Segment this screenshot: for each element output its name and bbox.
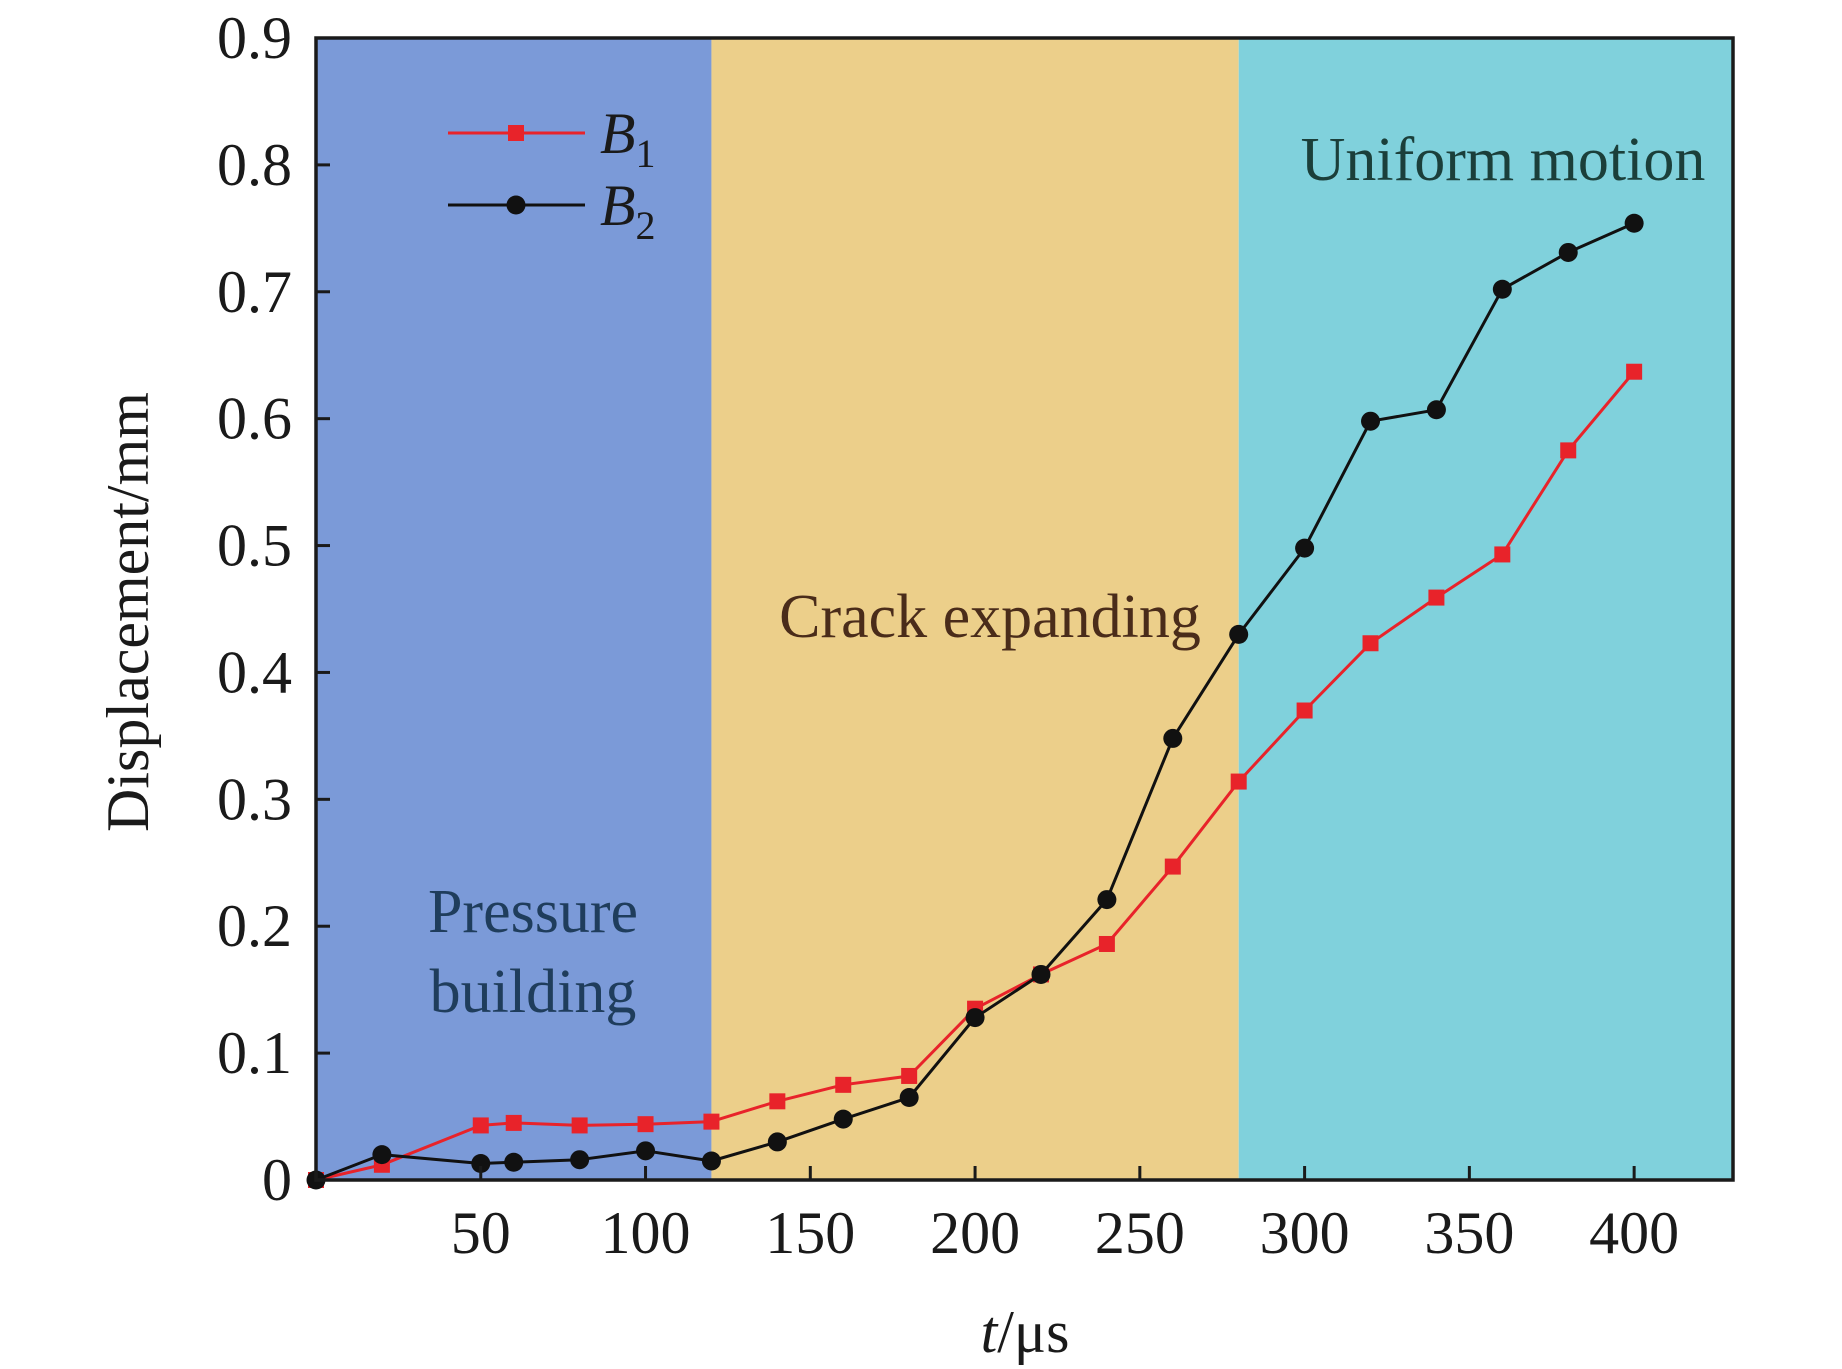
region-label-line: Pressure: [428, 878, 638, 946]
data-point-B1: [1164, 858, 1181, 875]
data-point-B2: [1229, 624, 1249, 644]
data-point-B1: [571, 1117, 588, 1134]
data-point-B2: [1163, 728, 1183, 748]
data-point-B2: [1624, 213, 1644, 233]
region-band-3: [1238, 38, 1733, 1180]
region-label-1: Pressure building: [428, 878, 638, 1026]
y-tick-label: 0.9: [217, 5, 292, 71]
data-point-B2: [471, 1154, 491, 1174]
data-point-B1: [769, 1093, 786, 1110]
data-point-B1: [835, 1076, 852, 1093]
legend-label-main: B: [600, 101, 635, 166]
y-tick-label: 0.7: [217, 259, 292, 325]
region-label-line: Crack expanding: [779, 583, 1201, 651]
data-point-B2: [372, 1145, 392, 1165]
data-point-B2: [636, 1141, 656, 1161]
x-axis-label-unit: /μs: [997, 1299, 1069, 1365]
data-point-B1: [1230, 773, 1247, 790]
data-point-B2: [1426, 400, 1446, 420]
x-tick-label: 400: [1589, 1200, 1679, 1266]
data-point-B2: [965, 1008, 985, 1028]
plot-frame: [314, 36, 1735, 1182]
region-label-line: building: [430, 958, 637, 1026]
region-labels-layer: Pressure building Crack expanding Uniform m…: [428, 126, 1705, 1026]
legend-marker: [508, 125, 524, 141]
x-tick-label: 350: [1424, 1200, 1514, 1266]
region-label-2: Crack expanding: [779, 583, 1201, 651]
legend-label-main: B: [600, 173, 635, 238]
data-point-B1: [703, 1113, 720, 1130]
data-point-B1: [1626, 363, 1643, 380]
region-label-line: Uniform motion: [1301, 126, 1706, 194]
data-point-B1: [1428, 589, 1445, 606]
legend-label: B1: [600, 101, 655, 176]
data-point-B2: [1097, 890, 1117, 910]
data-point-B1: [505, 1114, 522, 1131]
y-tick-label: 0.2: [217, 893, 292, 959]
x-axis-label-variable: t: [981, 1299, 999, 1365]
y-tick-label: 0.4: [217, 639, 292, 705]
x-tick-label: 150: [765, 1200, 855, 1266]
region-label-3: Uniform motion: [1301, 126, 1706, 194]
data-point-B1: [472, 1117, 489, 1134]
data-point-B2: [899, 1088, 919, 1108]
x-tick-label: 200: [930, 1200, 1020, 1266]
data-point-B2: [1558, 242, 1578, 262]
data-point-B2: [570, 1150, 590, 1170]
ticks-layer: 50 100 150 200 250 300 350 400 0 0.1 0.2 0.3 0.4 0.5 0…: [217, 5, 1679, 1266]
data-point-B1: [1296, 702, 1313, 719]
series-B2: [306, 213, 1644, 1190]
y-tick-label: 0.1: [217, 1020, 292, 1086]
legend-item-B2: B2: [448, 173, 655, 248]
data-point-B2: [1295, 538, 1315, 558]
legend-marker: [506, 195, 526, 215]
data-point-B2: [767, 1132, 787, 1152]
data-point-B1: [637, 1116, 654, 1133]
region-band-2: [711, 38, 1239, 1180]
data-point-B2: [1361, 411, 1381, 431]
data-point-B2: [504, 1152, 524, 1172]
y-tick-label: 0: [262, 1147, 292, 1213]
data-point-B2: [1492, 279, 1512, 299]
legend-label-subscript: 2: [635, 203, 655, 248]
data-point-B1: [1560, 442, 1577, 459]
y-tick-label: 0.3: [217, 766, 292, 832]
legend-label: B2: [600, 173, 655, 248]
region-band-1: [316, 38, 712, 1180]
x-tick-label: 50: [451, 1200, 511, 1266]
data-point-B2: [1031, 964, 1051, 984]
data-point-B2: [833, 1109, 853, 1129]
legend-item-B1: B1: [448, 101, 655, 176]
data-point-B1: [1098, 935, 1115, 952]
series-layer: [306, 213, 1644, 1190]
data-point-B2: [701, 1151, 721, 1171]
regions-layer: [316, 38, 1733, 1180]
data-point-B1: [1494, 546, 1511, 563]
y-axis-label: Displacement/mm: [95, 392, 161, 832]
legend-label-subscript: 1: [635, 131, 655, 176]
x-tick-label: 300: [1260, 1200, 1350, 1266]
data-point-B1: [901, 1067, 918, 1084]
data-point-B1: [1362, 635, 1379, 652]
y-tick-label: 0.8: [217, 132, 292, 198]
x-tick-label: 100: [601, 1200, 691, 1266]
y-tick-label: 0.5: [217, 513, 292, 579]
y-tick-label: 0.6: [217, 386, 292, 452]
x-axis-label: t/μs: [981, 1299, 1070, 1365]
x-tick-label: 250: [1095, 1200, 1185, 1266]
